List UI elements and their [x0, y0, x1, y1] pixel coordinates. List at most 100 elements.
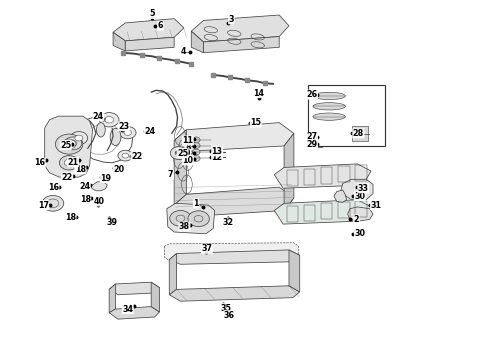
Bar [287, 206, 298, 222]
Circle shape [322, 138, 330, 144]
Text: 5: 5 [149, 9, 155, 18]
Text: 3: 3 [228, 15, 234, 24]
Text: 7: 7 [168, 170, 173, 179]
Ellipse shape [313, 92, 345, 100]
Text: 22: 22 [62, 173, 73, 182]
Text: 18: 18 [65, 213, 76, 222]
Circle shape [75, 135, 83, 141]
Ellipse shape [313, 103, 345, 110]
Circle shape [170, 147, 188, 159]
Text: 16: 16 [34, 158, 45, 167]
Text: 24: 24 [93, 112, 104, 121]
Circle shape [64, 159, 74, 166]
Text: 6: 6 [158, 21, 163, 30]
Text: 18: 18 [75, 165, 86, 174]
Polygon shape [169, 286, 300, 301]
Circle shape [124, 130, 131, 135]
Polygon shape [45, 116, 93, 177]
Polygon shape [334, 190, 346, 202]
Text: 37: 37 [201, 244, 212, 253]
Circle shape [122, 153, 128, 158]
Polygon shape [350, 128, 358, 134]
Bar [304, 204, 316, 221]
Bar [321, 203, 332, 220]
Text: 22: 22 [131, 152, 142, 161]
Polygon shape [109, 282, 159, 295]
Polygon shape [203, 37, 279, 53]
Ellipse shape [97, 123, 105, 137]
Text: 4: 4 [180, 47, 186, 56]
Circle shape [192, 149, 200, 155]
Polygon shape [113, 32, 125, 51]
Bar [352, 126, 368, 141]
Ellipse shape [110, 129, 121, 145]
Polygon shape [174, 187, 294, 217]
Polygon shape [191, 15, 289, 42]
Circle shape [192, 137, 200, 143]
Text: 27: 27 [306, 132, 318, 141]
Polygon shape [289, 250, 300, 292]
Polygon shape [274, 164, 371, 188]
Polygon shape [109, 284, 116, 313]
Text: 14: 14 [253, 89, 264, 98]
Circle shape [70, 132, 88, 144]
Circle shape [316, 132, 328, 140]
Polygon shape [167, 203, 215, 234]
Circle shape [118, 150, 133, 161]
Text: 29: 29 [306, 140, 318, 149]
Text: 24: 24 [79, 181, 90, 190]
Text: 9: 9 [185, 149, 191, 158]
Text: 35: 35 [221, 303, 232, 312]
Text: 39: 39 [107, 218, 118, 227]
Bar [355, 201, 367, 217]
Text: 30: 30 [354, 229, 366, 238]
Text: 8: 8 [185, 143, 191, 152]
Polygon shape [169, 250, 300, 264]
Polygon shape [151, 282, 159, 312]
Text: 30: 30 [354, 192, 366, 201]
Circle shape [59, 156, 79, 170]
Text: 21: 21 [68, 158, 78, 167]
Text: 26: 26 [306, 90, 318, 99]
Polygon shape [169, 253, 176, 295]
Polygon shape [164, 243, 299, 261]
Text: 11: 11 [182, 136, 194, 145]
Polygon shape [284, 134, 294, 211]
Polygon shape [91, 182, 107, 191]
Polygon shape [340, 179, 373, 200]
Text: 33: 33 [358, 184, 369, 193]
Text: 12: 12 [212, 153, 223, 162]
Circle shape [314, 139, 326, 148]
Bar [338, 202, 349, 218]
Text: 16: 16 [48, 183, 59, 192]
Polygon shape [174, 130, 186, 205]
Text: 25: 25 [177, 149, 188, 158]
Bar [287, 170, 298, 186]
Polygon shape [113, 19, 184, 41]
Ellipse shape [313, 113, 345, 120]
Bar [308, 85, 385, 146]
Text: 34: 34 [122, 305, 133, 314]
Text: 31: 31 [370, 201, 381, 210]
Polygon shape [347, 207, 373, 221]
Polygon shape [125, 37, 174, 51]
Text: 19: 19 [100, 174, 111, 183]
Circle shape [105, 117, 114, 123]
Text: 40: 40 [94, 197, 105, 206]
Text: 13: 13 [212, 147, 222, 156]
Text: 17: 17 [38, 201, 49, 210]
Text: 38: 38 [179, 222, 190, 231]
Circle shape [64, 137, 82, 150]
Circle shape [120, 127, 136, 139]
Text: 20: 20 [113, 166, 124, 175]
Text: 1: 1 [194, 199, 199, 208]
Text: 15: 15 [250, 118, 261, 127]
Bar [321, 167, 332, 184]
Polygon shape [274, 200, 371, 224]
Bar [304, 169, 316, 185]
Bar [355, 165, 367, 181]
Circle shape [192, 156, 200, 161]
Circle shape [62, 139, 76, 149]
Text: 32: 32 [222, 218, 233, 227]
Text: 24: 24 [144, 127, 155, 136]
